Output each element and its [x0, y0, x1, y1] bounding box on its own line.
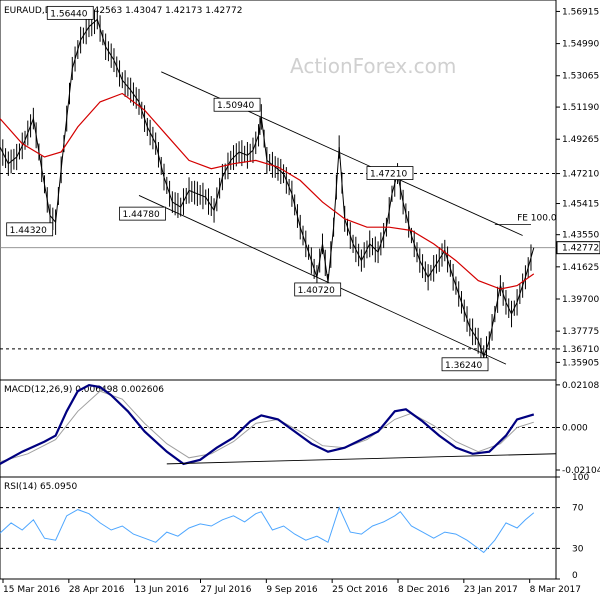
level-label: 1.44320 — [10, 226, 47, 236]
macd-trendline — [166, 453, 557, 465]
price-tick-label: 1.41625 — [562, 263, 599, 273]
level-box — [366, 166, 414, 180]
date-tick-label: 9 Sep 2016 — [266, 585, 318, 595]
level-box — [46, 5, 94, 20]
date-tick-label: 8 Mar 2017 — [530, 585, 581, 595]
close-price-label: 1.42772 — [562, 244, 599, 254]
date-tick-label: 23 Jan 2017 — [464, 585, 518, 595]
rsi-line — [0, 506, 535, 554]
level-label: 1.56440 — [50, 9, 87, 19]
price-tick-label: 1.49265 — [562, 135, 599, 145]
price-tick-label: 1.47210 — [562, 170, 599, 180]
price-series — [0, 9, 535, 369]
chart-ohlc: 1.42563 1.43047 1.42173 1.42772 — [85, 6, 242, 16]
price-axis: 1.56915 1.54990 1.53065 1.51190 1.49265 1.472… — [556, 7, 600, 368]
price-tick-label: 1.37775 — [562, 327, 599, 337]
price-tick-label: 1.51190 — [562, 103, 599, 113]
price-tick-label: 1.45415 — [562, 200, 599, 210]
macd-tick-label: 0.021087 — [562, 381, 600, 391]
date-tick-label: 13 Jun 2016 — [135, 585, 189, 595]
rsi-tick-label: 70 — [572, 504, 584, 514]
level-box — [6, 222, 54, 237]
watermark: ActionForex.com — [290, 54, 456, 78]
price-tick-label: 1.35905 — [562, 358, 599, 368]
fe-label: FE 100.0 — [517, 214, 557, 224]
price-tick-label: 1.43550 — [562, 231, 599, 241]
level-label: 1.50940 — [217, 101, 254, 111]
date-tick-label: 28 Apr 2016 — [69, 585, 125, 595]
chart-symbol: EURAUD,Daily — [4, 6, 68, 16]
macd-line — [0, 383, 535, 466]
date-tick-label: 8 Dec 2016 — [398, 585, 450, 595]
level-labels: 1.56440 1.50940 1.44320 1.44780 1.40720 1.472… — [6, 5, 489, 372]
price-tick-label: 1.53065 — [562, 72, 599, 82]
price-tick-label: 1.54990 — [562, 40, 599, 50]
level-box — [294, 282, 342, 297]
date-axis: 15 Mar 2016 28 Apr 2016 13 Jun 2016 27 Jul … — [2, 579, 581, 595]
price-tick-label: 1.39700 — [562, 295, 599, 305]
rsi-title: RSI(14) 65.0950 — [4, 482, 77, 492]
moving-average-line — [0, 92, 535, 290]
rsi-tick-label: 30 — [572, 544, 584, 554]
level-box — [441, 357, 489, 372]
close-price-box — [556, 241, 600, 255]
level-label: 1.40720 — [298, 286, 335, 296]
rsi-tick-label: 100 — [572, 473, 589, 483]
level-label: 1.36240 — [445, 361, 482, 371]
price-line — [0, 18, 535, 359]
price-tick-label: 1.56915 — [562, 7, 599, 17]
channel-lower-line — [138, 195, 507, 365]
level-box — [213, 97, 261, 112]
rsi-tick-label: 0 — [572, 571, 578, 581]
date-tick-label: 15 Mar 2016 — [3, 585, 60, 595]
level-label: 1.44780 — [123, 210, 160, 220]
macd-tick-label: 0.000 — [562, 423, 588, 433]
date-tick-label: 25 Oct 2016 — [332, 585, 388, 595]
rsi-layer: 100 70 30 0 — [0, 473, 589, 581]
level-box — [119, 206, 166, 221]
price-tick-label: 1.36710 — [562, 345, 599, 355]
level-label: 1.47210 — [370, 170, 407, 180]
price-panel — [0, 0, 557, 381]
date-tick-label: 27 Jul 2016 — [201, 585, 252, 595]
macd-title: MACD(12,26,9) 0.006498 0.002606 — [4, 385, 164, 395]
